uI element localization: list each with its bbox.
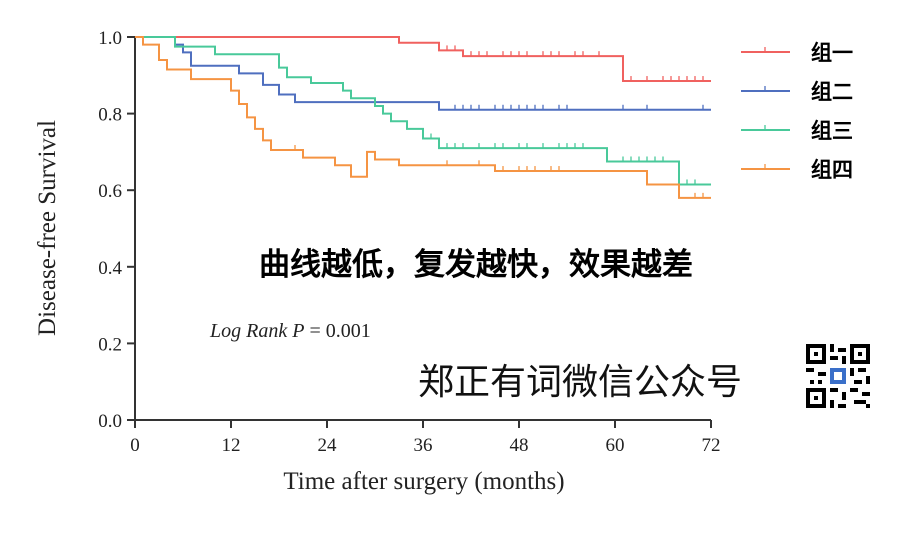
x-tick-label: 36 — [414, 435, 433, 456]
legend-item-2: 组二 — [741, 80, 853, 104]
survival-curve — [135, 36, 711, 111]
headline-annotation: 曲线越低，复发越快，效果越差 — [259, 247, 693, 283]
series-2 — [135, 36, 711, 111]
x-tick-label: 12 — [222, 435, 241, 456]
x-tick-label: 60 — [606, 435, 625, 456]
legend-label: 组一 — [811, 41, 853, 65]
watermark-text: 郑正有词微信公众号 — [418, 362, 742, 403]
x-tick-label: 24 — [318, 435, 338, 456]
survival-curve — [135, 36, 711, 186]
legend-item-4: 组四 — [741, 158, 853, 182]
legend-label: 组三 — [811, 119, 853, 143]
x-tick-label: 0 — [130, 435, 140, 456]
y-tick-label: 0.2 — [98, 334, 122, 355]
x-axis-label: Time after surgery (months) — [283, 468, 564, 495]
x-tick-label: 48 — [510, 435, 529, 456]
axes: 0 12 24 36 48 60 72 0.0 0.2 0.4 0.6 0.8 1.0 — [98, 28, 720, 456]
y-tick-label: 0.4 — [98, 258, 122, 279]
y-axis-label: Disease-free Survival — [34, 120, 61, 336]
y-tick-label: 1.0 — [98, 28, 122, 49]
log-rank-annotation: Log Rank P = 0.001 — [209, 320, 371, 342]
series-1 — [135, 36, 711, 83]
log-rank-label: Log Rank P — [209, 320, 304, 342]
qr-code-icon — [806, 344, 870, 408]
series-3 — [135, 36, 711, 186]
y-tick-label: 0.6 — [98, 181, 122, 202]
y-tick-label: 0.8 — [98, 105, 122, 126]
survival-curve — [135, 36, 711, 199]
legend-item-1: 组一 — [741, 41, 853, 65]
log-rank-value: = 0.001 — [304, 320, 370, 342]
series-layer — [135, 36, 711, 199]
legend-item-3: 组三 — [741, 119, 853, 143]
y-tick-label: 0.0 — [98, 411, 122, 432]
legend-label: 组二 — [811, 80, 853, 104]
legend-label: 组四 — [811, 158, 853, 182]
survival-curve — [135, 36, 711, 83]
x-tick-label: 72 — [702, 435, 721, 456]
series-4 — [135, 36, 711, 199]
